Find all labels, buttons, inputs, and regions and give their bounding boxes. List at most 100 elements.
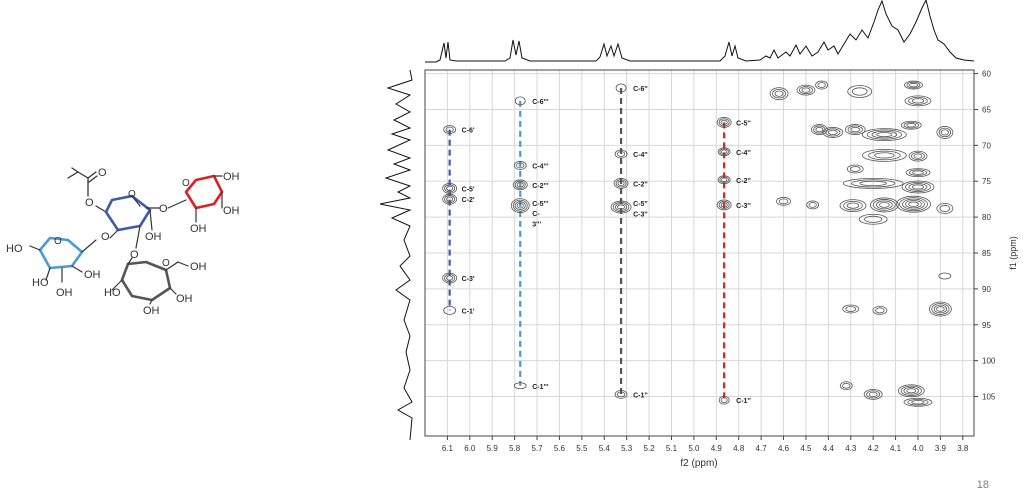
crosspeak	[842, 177, 904, 189]
peak-label: C-3''	[736, 203, 751, 210]
x-axis-label: f2 (ppm)	[680, 458, 717, 469]
peak-label: C-2''	[633, 181, 648, 188]
contour-level	[614, 149, 628, 159]
central-ring-substituents	[109, 195, 161, 249]
contour-level	[442, 272, 458, 284]
contour-level	[717, 175, 731, 185]
peak-label: C-4'''	[532, 163, 549, 170]
contour-level	[615, 179, 627, 188]
lightblue-ring-substituents	[29, 239, 97, 283]
y-tick-label: 60	[982, 70, 991, 79]
contour-level	[908, 150, 928, 162]
y-tick-label: 105	[982, 393, 996, 402]
peak-label: C-6''	[633, 86, 648, 93]
contour-level	[871, 130, 898, 139]
crosspeak	[776, 196, 791, 206]
oh-label: OH	[145, 231, 162, 243]
contour-level	[839, 381, 853, 391]
central-glucose-ring	[104, 194, 152, 232]
contour-level	[896, 195, 931, 213]
contour-level	[513, 161, 527, 170]
crosspeak	[936, 203, 954, 214]
contour-level	[847, 125, 863, 134]
crosspeak	[442, 183, 458, 194]
contour-level	[444, 274, 456, 283]
glycoside-structure: O O O OH O O O O OH OH OH	[6, 167, 240, 317]
contour-level	[876, 132, 893, 138]
crosspeak	[844, 124, 866, 135]
crosspeak	[904, 95, 932, 107]
contour-level	[874, 152, 895, 159]
ester-linkage-oxygen-label: O	[85, 197, 94, 209]
contour-level	[903, 386, 920, 395]
glycosidic-oxygen-label: O	[101, 231, 110, 243]
x-tick-label: 5.2	[644, 444, 656, 453]
contour-level	[906, 123, 917, 128]
contour-level	[822, 127, 844, 138]
y-tick-label: 75	[982, 177, 991, 186]
y-tick-label: 90	[982, 285, 991, 294]
contour-level	[716, 199, 732, 211]
x-tick-label: 5.1	[666, 444, 678, 453]
contour-level	[908, 183, 928, 191]
contour-level	[716, 116, 732, 128]
x-tick-label: 5.5	[576, 444, 588, 453]
contour-level	[717, 147, 731, 157]
crosspeak	[861, 148, 907, 162]
x-tick-label: 5.9	[487, 444, 499, 453]
contour-level	[774, 90, 784, 97]
contour-level	[903, 121, 919, 129]
spin-system-lines	[448, 87, 726, 401]
contour-level	[721, 177, 728, 182]
contour-level	[719, 176, 729, 184]
peak-label: C-2'''	[532, 183, 549, 190]
contour-level	[516, 182, 524, 188]
x-tick-label: 4.8	[733, 444, 745, 453]
contour-level	[899, 197, 928, 212]
peak-label: C-1''	[736, 398, 751, 405]
lightblue-ring-oxygen-label: O	[54, 236, 62, 247]
contour-level	[900, 385, 922, 396]
contour-level	[842, 382, 851, 389]
contour-level	[718, 395, 730, 405]
crosspeak	[938, 272, 952, 280]
contour-level	[612, 201, 630, 213]
contour-level	[863, 388, 883, 400]
contour-level	[614, 389, 628, 399]
crosspeak	[901, 180, 935, 194]
x-tick-label: 5.7	[531, 444, 543, 453]
peak-label: C-4''	[633, 152, 648, 159]
contour-level	[851, 87, 868, 96]
contour-level	[613, 177, 629, 189]
crosspeak	[846, 164, 864, 174]
peak-label: C-1''	[633, 392, 648, 399]
contour-level	[912, 170, 924, 175]
gray-sugar-ring	[120, 260, 172, 302]
peak-label: C-5''	[633, 201, 648, 208]
oh-label: OH	[190, 223, 207, 235]
peak-label: C-6'	[462, 128, 475, 135]
crosspeak	[614, 389, 628, 399]
contour-level	[868, 391, 878, 397]
crosspeak	[908, 150, 928, 162]
contour-level	[446, 275, 454, 281]
contour-level	[817, 82, 826, 88]
contour-level	[808, 202, 817, 208]
peak-label: 3'''	[532, 222, 541, 229]
contour-level	[444, 184, 456, 193]
crosspeak	[900, 120, 922, 130]
glycosidic-oxygen-label: O	[159, 203, 168, 215]
contour-level	[825, 128, 841, 137]
contour-level	[444, 195, 456, 204]
peak-labels: C-6' C-5' C-2' C-3' C-1' C-6''' C-4''' C-2''' C-…	[462, 86, 751, 405]
contour-level	[615, 203, 628, 211]
contour-level	[911, 152, 925, 161]
contour-level	[512, 199, 528, 212]
contour-level	[858, 213, 888, 225]
contour-level	[846, 202, 860, 209]
peak-label: C-2''	[736, 178, 751, 185]
contour-level	[721, 149, 728, 154]
y-tick-label: 85	[982, 249, 991, 258]
peak-label: C-6'''	[532, 99, 549, 106]
contour-level	[851, 179, 896, 188]
